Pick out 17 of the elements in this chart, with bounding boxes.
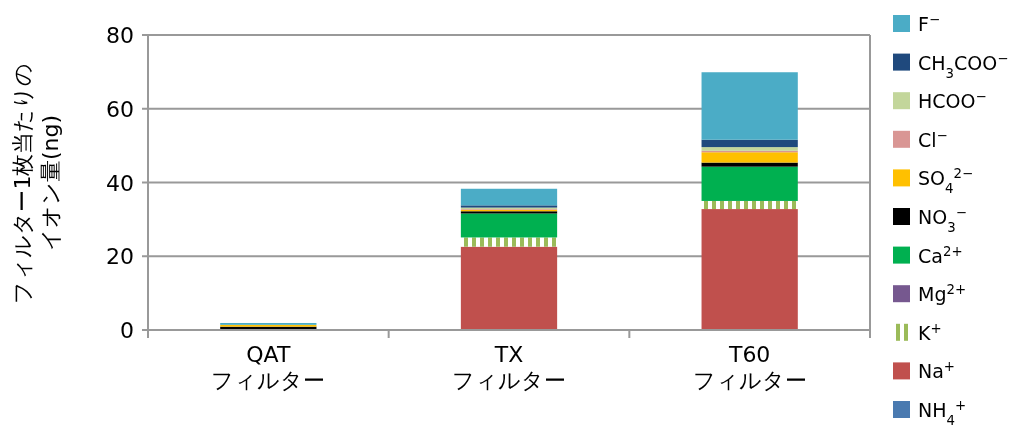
x-tick-label: T60 フィルター — [692, 342, 807, 393]
x-tick-label: TX フィルター — [452, 342, 566, 393]
legend-label: F$^{−}$ — [918, 11, 941, 35]
y-axis-title: フィルター1枚当たりのイオン量(ng) — [10, 62, 63, 304]
y-tick-label: 20 — [106, 244, 134, 270]
x-tick-label: QAT フィルター — [211, 342, 326, 393]
y-tick-label: 80 — [106, 23, 134, 48]
y-tick-label: 40 — [106, 170, 134, 196]
legend-label: Cl$^{−}$ — [918, 127, 948, 151]
legend-label: Ca$^{2+}$ — [918, 243, 963, 267]
y-tick-label: 60 — [106, 96, 134, 122]
legend-label: Na$^{+}$ — [918, 358, 956, 383]
legend-label: K$^{+}$ — [918, 320, 942, 344]
legend-label: Mg$^{2+}$ — [918, 281, 967, 306]
y-tick-label: 0 — [120, 318, 134, 343]
legend-label: CH$_{3}$COO$^{−}$ — [918, 50, 1009, 81]
legend-label: HCOO$^{−}$ — [918, 88, 987, 113]
